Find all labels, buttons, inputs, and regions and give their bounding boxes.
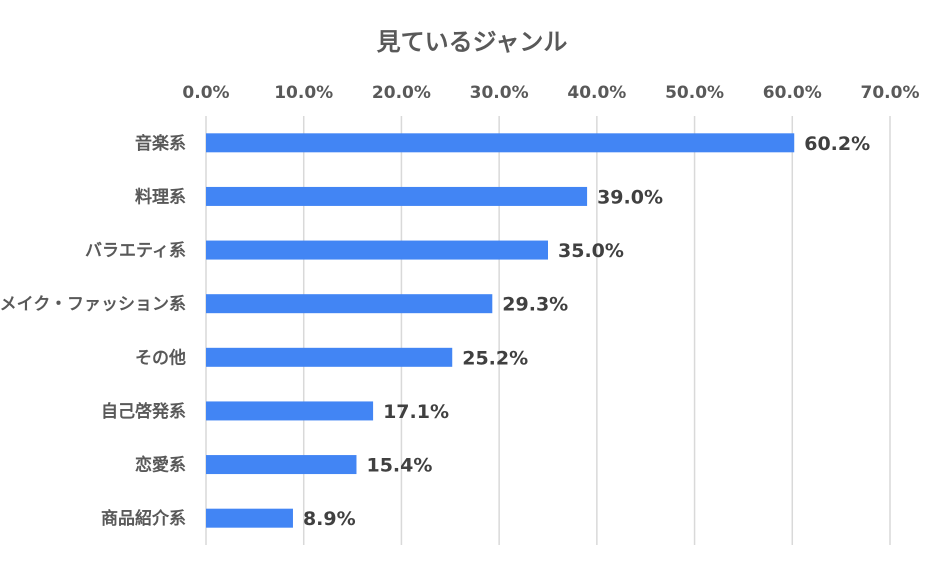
bar-5	[206, 401, 374, 421]
data-label-1: 39.0%	[597, 186, 663, 208]
x-tick-label-3: 30.0%	[470, 83, 529, 103]
bar-1	[206, 186, 588, 206]
category-label-5: 自己啓発系	[101, 401, 186, 422]
category-label-1: 料理系	[135, 186, 186, 207]
data-label-5: 17.1%	[383, 401, 449, 423]
category-label-0: 音楽系	[135, 133, 186, 154]
bar-7	[206, 508, 293, 528]
data-label-2: 35.0%	[558, 240, 624, 262]
x-tick-label-6: 60.0%	[763, 83, 822, 103]
gridlines	[205, 116, 891, 545]
x-tick-label-7: 70.0%	[861, 83, 920, 103]
bar-0	[206, 133, 795, 153]
bars	[206, 133, 795, 528]
x-tick-label-0: 0.0%	[182, 83, 229, 103]
chart-title: 見ているジャンル	[377, 28, 568, 56]
category-label-6: 恋愛系	[135, 455, 186, 476]
category-label-2: バラエティ系	[85, 241, 186, 261]
category-label-3: メイク・ファッション系	[0, 295, 186, 315]
data-label-3: 29.3%	[502, 294, 568, 316]
x-axis-ticks: 0.0% 10.0% 20.0% 30.0% 40.0% 50.0% 60.0% 70.0%	[182, 83, 919, 103]
bar-6	[206, 455, 357, 475]
bar-3	[206, 294, 493, 314]
data-label-6: 15.4%	[366, 455, 432, 477]
x-tick-label-1: 10.0%	[274, 83, 333, 103]
bar-4	[206, 347, 453, 367]
category-label-4: その他	[135, 347, 186, 368]
data-labels: 60.2% 39.0% 35.0% 29.3% 25.2% 17.1% 15.4% 8.9%	[303, 133, 870, 530]
data-label-4: 25.2%	[462, 347, 528, 369]
x-tick-label-4: 40.0%	[567, 83, 626, 103]
data-label-7: 8.9%	[303, 508, 356, 530]
bar-2	[206, 240, 548, 260]
x-tick-label-2: 20.0%	[372, 83, 431, 103]
category-label-7: 商品紹介系	[101, 508, 186, 529]
data-label-0: 60.2%	[804, 133, 870, 155]
x-tick-label-5: 50.0%	[665, 83, 724, 103]
